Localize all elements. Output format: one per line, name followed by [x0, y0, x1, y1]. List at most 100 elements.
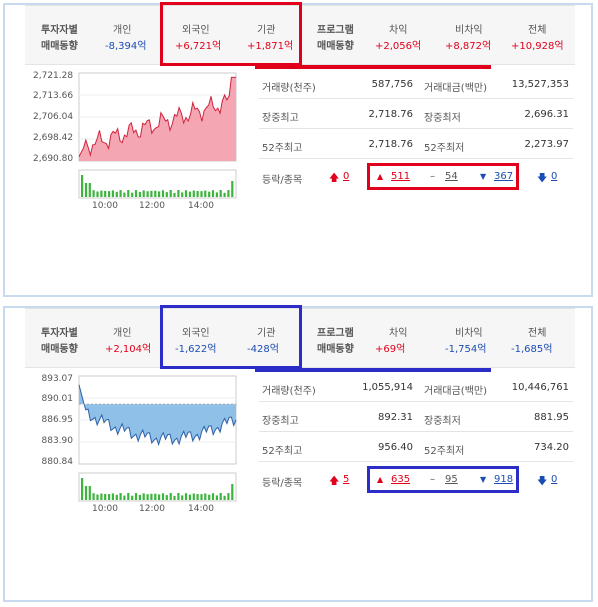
price-line [78, 384, 237, 447]
volume-bar [119, 190, 122, 197]
volume-bar [127, 493, 130, 500]
foreign-label: 외국인 [182, 25, 210, 36]
stat-value: 734.20 [534, 442, 569, 453]
x-tick-label: 10:00 [92, 201, 118, 211]
volume-bar [104, 493, 107, 500]
volume-bar [204, 493, 207, 500]
stat-value: 2,696.31 [524, 109, 569, 120]
arbitrage-value: +2,056억 [375, 41, 422, 52]
volume-bar [204, 190, 207, 197]
volume-bar [158, 494, 161, 500]
non-arbitrage-value: +8,872억 [445, 41, 492, 52]
volume-bar [131, 495, 134, 500]
stat-value: 881.95 [534, 412, 569, 423]
up-count[interactable]: 635 [391, 474, 411, 485]
down-arrow-icon: ▼ [480, 475, 487, 484]
volume-bar [146, 494, 149, 500]
volume-bar [96, 494, 99, 500]
volume-bar [161, 493, 165, 500]
individual-value: +2,104억 [105, 344, 152, 355]
y-tick-label: 883.90 [41, 436, 74, 446]
volume-bar [84, 486, 88, 500]
up-count[interactable]: 511 [391, 171, 411, 182]
arbitrage-label: 차익 [389, 25, 408, 36]
volume-bar [192, 493, 195, 500]
volume-bar [138, 191, 141, 197]
y-tick-label: 893.07 [41, 374, 74, 384]
stat-label: 52주최저 [424, 143, 465, 154]
program-title: 프로그램 [317, 328, 354, 339]
volume-bar [123, 192, 126, 197]
advance-label: 등락/종목 [262, 175, 303, 186]
y-tick-label: 2,706.04 [33, 112, 74, 122]
volume-bar [227, 190, 230, 197]
x-tick-label: 12:00 [139, 201, 165, 211]
volume-bar [200, 494, 203, 500]
stat-label: 장중최고 [262, 416, 299, 427]
volume-bar [115, 494, 118, 500]
volume-bar [146, 191, 149, 197]
volume-bar [104, 190, 107, 197]
volume-bar [158, 191, 161, 197]
volume-bar [88, 486, 91, 500]
advance-highlight-box [367, 163, 519, 190]
stat-value: 13,527,353 [511, 79, 569, 90]
volume-bar [150, 190, 153, 197]
volume-bar [184, 493, 188, 500]
volume-bar [100, 493, 103, 500]
down-arrow-icon: ▼ [480, 172, 487, 181]
volume-bar [81, 175, 84, 197]
kospi-panel: 1일 3개월 1년 3년 2,721.28 2,713.66 2,706.04 … [3, 2, 593, 297]
unchanged-count[interactable]: 54 [445, 171, 458, 182]
volume-bar [81, 478, 84, 500]
lower-limit-count[interactable]: 0 [551, 171, 558, 182]
volume-bar [219, 493, 222, 500]
lower-limit-count[interactable]: 0 [551, 474, 558, 485]
volume-bar [142, 493, 145, 500]
stat-value: 892.31 [378, 412, 413, 423]
foreign-value: -1,622억 [175, 344, 217, 355]
volume-bar [181, 495, 184, 500]
upper-limit-count[interactable]: 5 [343, 474, 350, 485]
intraday-chart[interactable]: 893.07 890.01 886.95 883.90 880.84 10:00… [29, 372, 239, 520]
volume-bar [119, 493, 122, 500]
volume-bar [211, 190, 215, 197]
stat-value: 2,718.76 [368, 139, 413, 150]
program-subtitle: 매매동향 [317, 41, 354, 52]
volume-bar [200, 191, 203, 197]
stat-value: 2,273.97 [524, 139, 569, 150]
volume-bar [127, 190, 130, 197]
total-label: 전체 [528, 25, 547, 36]
volume-bar [173, 495, 176, 500]
stat-label: 52주최고 [262, 143, 303, 154]
volume-bar [111, 190, 114, 197]
volume-bar [142, 190, 145, 197]
individual-value: -8,394억 [105, 41, 147, 52]
investor-title: 투자자별 [41, 25, 78, 36]
volume-bar [215, 495, 218, 500]
total-value: -1,685억 [511, 344, 553, 355]
upper-limit-count[interactable]: 0 [343, 171, 350, 182]
volume-bar [88, 183, 91, 197]
x-tick-label: 14:00 [188, 504, 214, 514]
volume-bar [165, 495, 168, 500]
lower-limit-arrow-icon: 🡇 [537, 173, 548, 184]
down-count[interactable]: 367 [494, 171, 514, 182]
volume-bar [131, 192, 134, 197]
stat-value: 2,718.76 [368, 109, 413, 120]
unchanged-count[interactable]: 95 [445, 474, 458, 485]
intraday-chart[interactable]: 2,721.28 2,713.66 2,706.04 2,698.42 2,69… [29, 69, 239, 217]
program-subtitle: 매매동향 [317, 344, 354, 355]
advance-label: 등락/종목 [262, 478, 303, 489]
foreign-value: +6,721억 [175, 41, 222, 52]
chart-plot [78, 375, 237, 502]
stat-label: 장중최저 [424, 416, 461, 427]
arbitrage-label: 차익 [389, 328, 408, 339]
down-count[interactable]: 918 [494, 474, 514, 485]
volume-bar [227, 493, 230, 500]
y-tick-label: 886.95 [41, 415, 74, 425]
volume-bar [181, 192, 184, 197]
volume-bar [134, 190, 138, 197]
total-label: 전체 [528, 328, 547, 339]
volume-bar [169, 190, 172, 197]
